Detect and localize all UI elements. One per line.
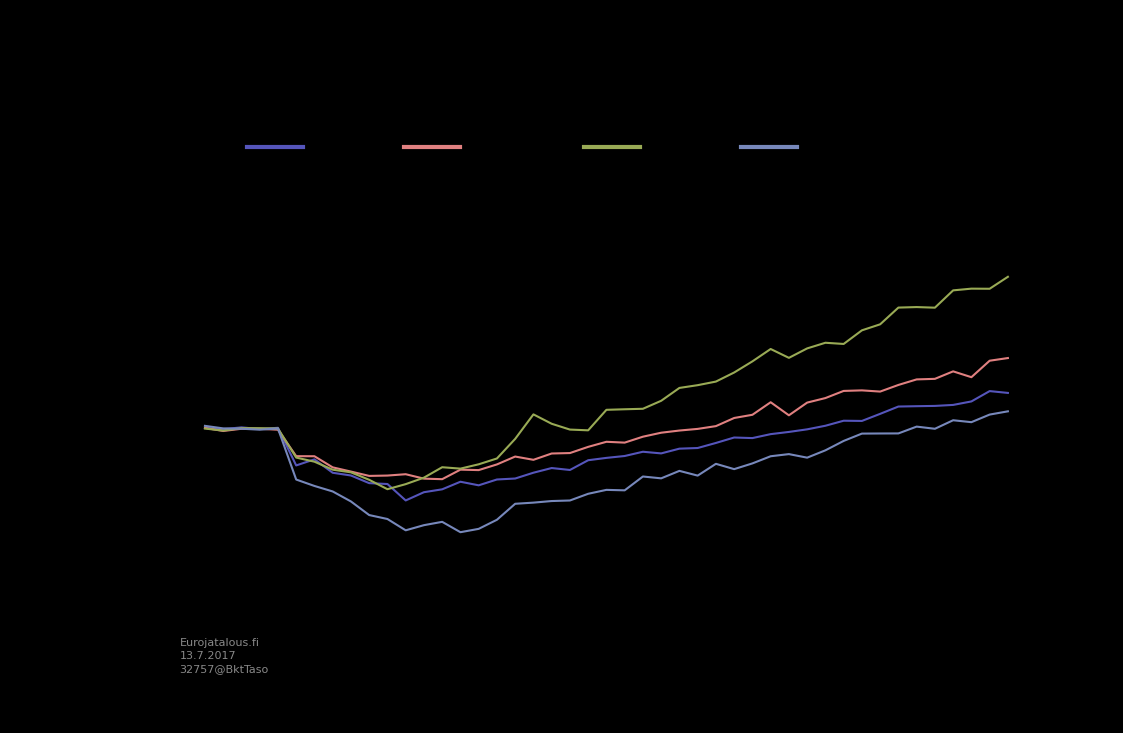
Text: Eurojatalous.fi
13.7.2017
32757@BktTaso: Eurojatalous.fi 13.7.2017 32757@BktTaso [180, 638, 268, 674]
